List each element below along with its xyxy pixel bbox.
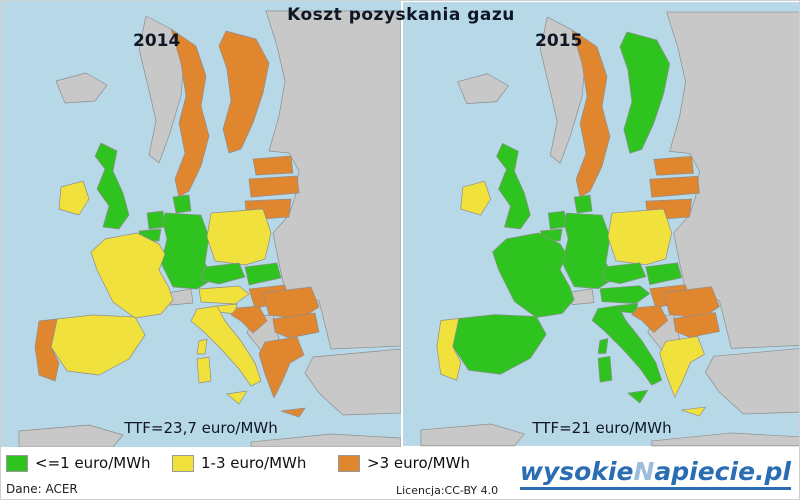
map-country-sicily — [627, 389, 649, 404]
map-country-estonia — [252, 155, 294, 176]
logo-part2: apiecie.pl — [654, 457, 791, 486]
legend-swatch-orange — [338, 454, 360, 472]
legend-swatch-green — [6, 454, 28, 472]
map-country-italy — [190, 305, 262, 387]
map-country-north-africa-west — [18, 424, 124, 447]
map-country-slovakia — [645, 262, 682, 286]
ttf-price-label-2015: TTF=21 euro/MWh — [532, 419, 672, 437]
map-country-romania — [262, 286, 320, 320]
map-country-ireland — [460, 180, 491, 216]
map-country-uk — [94, 142, 130, 230]
map-panel-2015: 2015 TTF=21 euro/MWh — [401, 1, 799, 447]
map-country-sweden — [170, 28, 210, 198]
data-source-label: Dane: ACER — [6, 482, 78, 496]
map-country-austria — [198, 285, 250, 305]
wysokienapiecie-logo: wysokieNapiecie.pl — [519, 457, 791, 490]
year-label-2015: 2015 — [535, 31, 583, 51]
europe-map-2015 — [403, 2, 799, 447]
map-country-czech — [601, 262, 647, 285]
legend-label-mid: 1-3 euro/MWh — [201, 454, 307, 472]
maps-row: 2014 TTF=23,7 euro/MWh 2015 TTF=21 euro/… — [1, 1, 799, 447]
license-label: Licencja:CC-BY 4.0 — [396, 484, 499, 497]
map-country-croatia — [631, 305, 669, 333]
legend: <=1 euro/MWh 1-3 euro/MWh >3 euro/MWh — [1, 447, 799, 479]
map-country-sweden — [571, 29, 611, 198]
legend-swatch-yellow — [172, 454, 194, 472]
map-country-iceland — [55, 72, 108, 104]
map-country-portugal — [436, 318, 462, 381]
logo-part1: wysokie — [519, 457, 634, 486]
ttf-price-label-2014: TTF=23,7 euro/MWh — [124, 419, 278, 437]
map-country-corsica — [196, 338, 208, 355]
map-country-netherlands — [547, 210, 567, 230]
map-country-crete — [280, 407, 306, 418]
map-country-sardinia — [196, 356, 212, 384]
legend-item-high: >3 euro/MWh — [338, 454, 504, 472]
map-country-finland — [218, 30, 270, 154]
map-country-crete — [681, 406, 706, 417]
map-country-bulgaria — [272, 312, 320, 339]
map-country-latvia — [248, 175, 300, 198]
map-country-poland — [607, 208, 672, 266]
map-country-sardinia — [597, 355, 613, 383]
infographic-title: Koszt pozyskania gazu — [287, 5, 515, 25]
map-country-netherlands — [146, 210, 166, 230]
map-country-uk — [496, 143, 531, 230]
map-country-slovakia — [244, 262, 282, 286]
map-country-greece — [258, 336, 305, 399]
legend-item-mid: 1-3 euro/MWh — [172, 454, 338, 472]
map-country-latvia — [649, 175, 700, 198]
map-country-finland — [619, 31, 671, 154]
map-country-germany — [160, 212, 214, 290]
map-country-greece — [659, 336, 705, 398]
map-country-turkey — [705, 348, 799, 415]
map-country-estonia — [653, 155, 694, 176]
map-country-bulgaria — [673, 312, 720, 338]
map-country-iceland — [457, 73, 509, 104]
map-country-germany — [561, 212, 615, 290]
map-country-portugal — [34, 318, 60, 382]
map-country-austria — [599, 285, 651, 304]
legend-item-low: <=1 euro/MWh — [6, 454, 172, 472]
map-country-denmark — [573, 194, 593, 214]
map-panel-2014: 2014 TTF=23,7 euro/MWh — [1, 1, 401, 447]
map-country-north-africa-east — [651, 432, 799, 447]
map-country-corsica — [597, 338, 609, 354]
map-country-croatia — [230, 305, 268, 334]
map-country-sicily — [226, 390, 248, 405]
map-country-russia-east-mass — [265, 10, 401, 350]
legend-label-low: <=1 euro/MWh — [35, 454, 151, 472]
map-country-russia-east-mass — [666, 11, 799, 349]
map-country-poland — [206, 208, 272, 266]
map-country-italy — [591, 305, 663, 386]
map-country-denmark — [172, 194, 192, 214]
map-country-ireland — [58, 180, 90, 216]
legend-label-high: >3 euro/MWh — [367, 454, 470, 472]
map-country-czech — [200, 262, 246, 285]
map-country-france — [492, 232, 575, 318]
map-country-france — [90, 232, 174, 319]
map-country-north-africa-east — [250, 433, 401, 447]
map-country-romania — [663, 286, 720, 319]
map-country-turkey — [304, 348, 401, 416]
footer: Dane: ACER Licencja:CC-BY 4.0 — [1, 479, 799, 499]
europe-map-2014 — [1, 1, 401, 447]
map-country-north-africa-west — [420, 423, 525, 447]
year-label-2014: 2014 — [133, 31, 181, 51]
logo-stylized-n: N — [633, 457, 655, 486]
